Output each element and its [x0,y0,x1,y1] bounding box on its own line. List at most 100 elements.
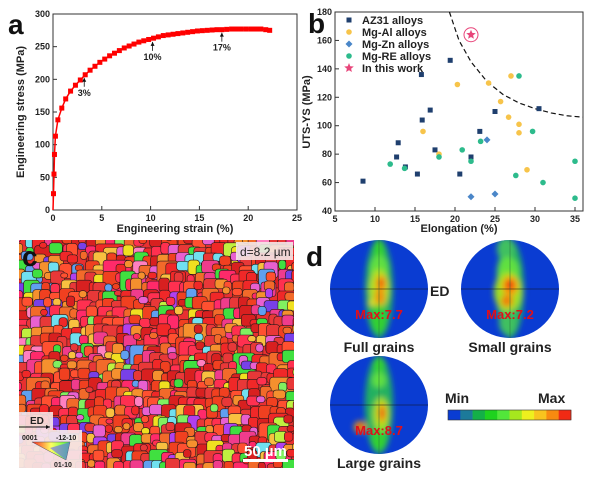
panel-label-b: b [308,8,325,39]
data-point [209,27,215,33]
annotation-label: 10% [144,52,162,62]
data-point [516,130,522,136]
data-point [468,154,474,160]
data-point [214,27,220,33]
grain [295,423,309,442]
grain [231,288,243,296]
data-point [524,166,530,173]
colorbar-segment [448,410,461,420]
data-point [180,30,186,36]
grain [287,300,294,312]
grain [138,240,147,244]
data-point [165,32,171,38]
grain [195,341,205,351]
grain [19,381,22,391]
y-tick-label: 120 [317,92,332,102]
x-tick-label: 10 [370,214,380,224]
data-point [248,26,254,32]
data-point [505,114,512,120]
colorbar-segment [521,410,535,420]
boundary-dashed-curve [448,11,584,118]
x-axis-label: Engineering strain (%) [117,223,234,235]
grain [284,292,294,301]
grain-size-label: d=8.2 µm [240,245,291,259]
data-point [516,121,522,128]
y-tick-label: 50 [40,172,50,182]
grain [104,424,113,433]
data-point [68,88,74,94]
legend-label: AZ31 alloys [362,15,423,27]
pole-figure-title: Small grains [468,339,551,355]
y-tick-label: 140 [317,64,332,74]
grain [68,351,77,360]
legend-label: Mg-Zn alloys [362,39,429,51]
grain [78,240,87,244]
grain [173,272,184,283]
grain [165,421,175,431]
data-point [136,39,142,45]
grain [186,439,198,448]
grain [79,251,88,260]
data-point [126,43,132,49]
ipf-corner-0110: 01-10 [54,462,72,469]
grain [272,389,286,400]
x-tick-label: 35 [570,214,580,224]
grain [94,460,106,468]
data-point [146,36,152,42]
data-point [224,26,230,32]
grain [79,334,89,345]
data-point [204,27,210,33]
data-point [477,138,484,145]
data-point [97,59,103,65]
legend-marker [346,29,352,35]
data-point [267,27,273,33]
grain [70,343,79,352]
data-point [497,98,504,105]
grain [92,424,106,438]
data-point [419,117,425,123]
grain [296,333,307,346]
grain [247,335,257,343]
intensity-blob [375,289,385,305]
grain [114,425,123,433]
data-point [229,26,235,32]
grain [48,242,63,254]
plot-frame [52,13,298,211]
grain [21,370,31,378]
grain [295,406,305,419]
grain [133,422,144,432]
data-point [194,28,200,34]
grain [232,461,250,468]
grain [120,350,130,360]
max-intensity-label: Max:7.2 [486,307,534,322]
grain [219,255,231,266]
y-tick-label: 300 [35,9,50,19]
grain [140,415,149,423]
panel-c-ebsd-map: c d=8.2 µm ED 0001 -12-10 01-10 50 µm [19,240,309,469]
grain [128,314,141,324]
x-tick-label: 20 [450,214,460,224]
grain [139,444,148,452]
grain [256,377,267,386]
grain [257,462,266,468]
grain [19,243,23,254]
y-tick-label: 200 [35,74,50,84]
ipf-corner-0001: 0001 [22,435,38,442]
data-point [418,72,424,78]
data-point [572,195,578,202]
grain [287,367,294,379]
data-point [199,28,205,34]
grain [138,296,149,304]
data-point [87,67,93,73]
grain [223,461,234,468]
pole-figure: Max:7.7 Full grains [330,240,428,355]
intensity-blob [378,279,384,287]
grain [122,422,131,430]
data-point [395,140,401,146]
data-point [491,190,499,198]
grain [292,401,294,419]
grain [295,451,308,464]
grain [221,397,233,407]
legend-label: In this work [362,63,424,75]
annotation-label: 17% [213,43,231,53]
